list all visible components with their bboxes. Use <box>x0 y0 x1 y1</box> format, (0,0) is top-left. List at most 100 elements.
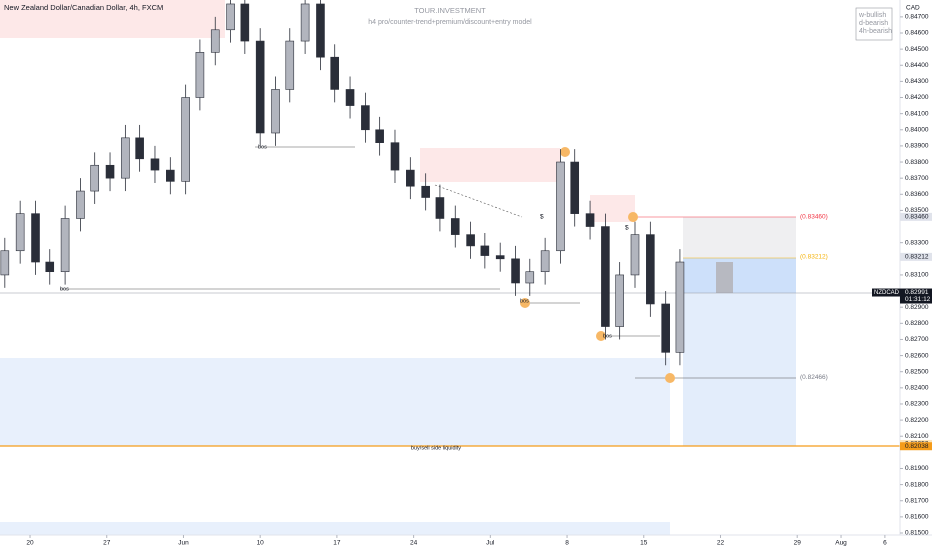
x-tick-label: 24 <box>410 540 418 547</box>
target-zone <box>683 258 796 293</box>
y-tick-label: 0.83100 <box>905 272 929 279</box>
dollar-label: $ <box>540 214 544 221</box>
y-tick-label: 0.82200 <box>905 417 929 424</box>
y-tick-label: 0.83900 <box>905 143 929 150</box>
subtitle: h4 pro/counter-trend+premium/discount+en… <box>368 19 532 26</box>
bos-label: bos <box>603 333 612 339</box>
candle-body <box>511 258 520 284</box>
level-label: (0.82466) <box>800 374 828 381</box>
stop-zone <box>683 217 796 258</box>
candle-body <box>466 234 475 247</box>
plot <box>0 0 685 366</box>
candle-body <box>90 164 99 192</box>
marker <box>596 331 606 341</box>
last-price-badge <box>900 288 932 304</box>
candle-body <box>630 234 640 276</box>
x-tick-label: 15 <box>640 540 648 547</box>
demand-zone <box>0 358 670 446</box>
candle-body <box>375 129 384 143</box>
last-price-label: 0.82991 <box>905 289 929 296</box>
candle-body <box>661 303 670 353</box>
symbol-label: NZDCAD <box>874 290 900 296</box>
candle-body <box>450 218 460 235</box>
price-badge <box>900 442 932 451</box>
x-tick-label: 29 <box>794 540 802 547</box>
y-tick-label: 0.84400 <box>905 62 929 69</box>
x-tick-label: 6 <box>883 540 887 547</box>
y-tick-label: 0.81800 <box>905 481 929 488</box>
candle-body <box>15 213 25 252</box>
candle-body <box>585 213 595 227</box>
candle-body <box>105 164 115 179</box>
x-tick-label: 20 <box>26 540 34 547</box>
x-tick-label: 8 <box>565 540 569 547</box>
candle-body <box>435 197 445 219</box>
candle-body <box>675 261 685 353</box>
x-tick-label: 10 <box>257 540 265 547</box>
y-tick-label: 0.84500 <box>905 46 929 53</box>
candle-body <box>646 234 655 305</box>
candle-body <box>406 169 415 187</box>
price-badge <box>900 252 932 261</box>
candle-body <box>45 261 55 273</box>
y-tick-label: 0.84600 <box>905 30 929 37</box>
projection <box>716 262 733 293</box>
level-label: (0.83212) <box>800 254 828 261</box>
candle-body <box>601 226 610 327</box>
y-tick-label: 0.84000 <box>905 126 929 133</box>
candle-body <box>390 142 400 171</box>
bias-box <box>855 7 893 41</box>
candle-body <box>210 29 220 53</box>
candle-body <box>540 250 550 273</box>
candle-body <box>271 89 280 134</box>
bias: d-bearish <box>859 20 888 27</box>
candle-body <box>60 218 70 273</box>
symbol-badge <box>872 288 900 297</box>
candle-body <box>31 213 40 263</box>
candle-body <box>556 161 565 252</box>
y-tick-label: 0.82700 <box>905 336 929 343</box>
y-tick-label: 0.82300 <box>905 401 929 408</box>
y-tick-label: 0.84700 <box>905 14 929 21</box>
y-tick-label: 0.82500 <box>905 368 929 375</box>
marker <box>560 147 570 157</box>
candle-body <box>181 97 190 182</box>
candle-body <box>135 137 144 160</box>
zones <box>0 0 932 536</box>
candle-body <box>76 190 85 219</box>
bos-label: bos <box>258 144 267 150</box>
candle-body <box>330 56 340 90</box>
candle-body <box>421 185 430 198</box>
candle-body <box>195 52 205 98</box>
bias: 4h-bearish <box>859 28 892 35</box>
candle-body <box>121 137 130 179</box>
y-tick-label: 0.83700 <box>905 175 929 182</box>
y-tick-label: 0.84300 <box>905 78 929 85</box>
y-tick-label: 0.81500 <box>905 530 929 537</box>
target-zone <box>683 293 796 446</box>
marker <box>665 373 675 383</box>
price-badge-label: 0.82038 <box>905 443 929 450</box>
candle-body <box>525 271 535 284</box>
candle-body <box>226 3 235 31</box>
bos-label: bos <box>60 286 69 292</box>
candle-body <box>361 105 370 131</box>
y-tick-label: 0.83800 <box>905 159 929 166</box>
price-badge <box>900 212 932 221</box>
chart-title: New Zealand Dollar/Canadian Dollar, 4h, … <box>4 3 163 12</box>
x-tick-label: Aug <box>835 540 847 547</box>
level-label: (0.83460) <box>800 214 828 221</box>
supply-zone <box>420 148 560 182</box>
trend-line <box>434 184 523 218</box>
candle-body <box>570 161 580 214</box>
y-tick-label: 0.82900 <box>905 304 929 311</box>
demand-zone <box>0 522 670 535</box>
x-tick-label: Jul <box>486 540 495 547</box>
x-tick-label: 17 <box>333 540 341 547</box>
candle-body <box>285 40 295 90</box>
candle-body <box>0 250 10 276</box>
candle-body <box>480 245 490 256</box>
x-tick-label: 27 <box>103 540 111 547</box>
marker <box>520 298 530 308</box>
bos-label: bos <box>520 298 529 304</box>
